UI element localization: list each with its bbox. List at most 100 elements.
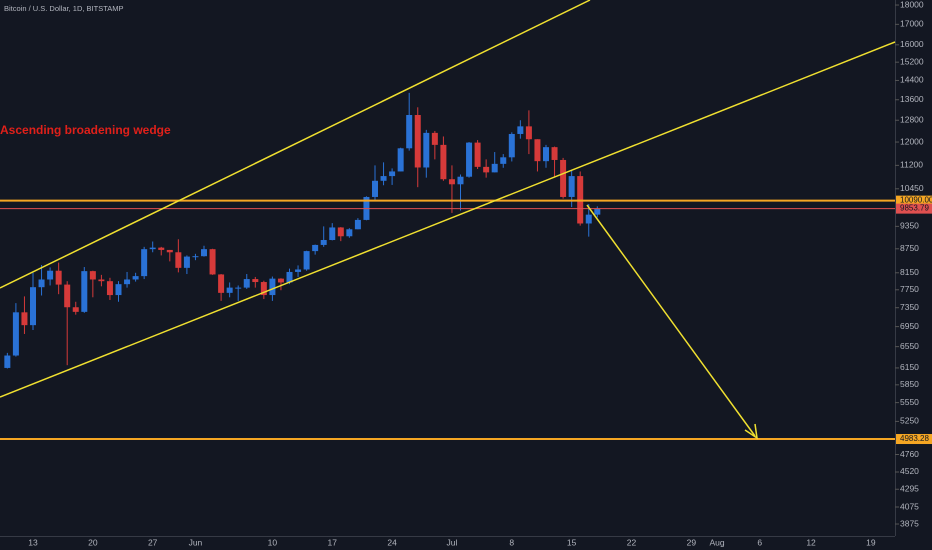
candle-body: [491, 163, 498, 173]
y-tick-label: 7750: [900, 284, 919, 294]
candle-body: [243, 279, 250, 288]
price-label: 4983.28: [900, 434, 929, 443]
candle-body: [21, 312, 28, 326]
candle-body: [269, 278, 276, 296]
forecast-arrow: [586, 204, 756, 437]
candle-body: [448, 179, 455, 185]
candle-body: [55, 270, 62, 285]
y-tick-label: 5550: [900, 397, 919, 407]
candle-body: [380, 176, 387, 181]
candle-body: [260, 282, 267, 296]
candle-body: [431, 132, 438, 145]
x-tick-label: Jul: [447, 537, 458, 547]
x-tick-label: 20: [88, 537, 98, 547]
x-tick-label: 6: [757, 537, 762, 547]
x-tick-label: 8: [509, 537, 514, 547]
candle-body: [406, 114, 413, 149]
candle-body: [124, 279, 131, 285]
trend-line: [0, 0, 591, 289]
x-tick-label: 29: [687, 537, 697, 547]
candle-body: [209, 249, 216, 275]
y-tick-label: 10450: [900, 183, 924, 193]
y-tick-label: 3875: [900, 518, 919, 528]
y-tick-label: 8150: [900, 267, 919, 277]
y-tick-label: 12000: [900, 136, 924, 146]
y-tick-label: 7350: [900, 302, 919, 312]
candle-body: [568, 176, 575, 197]
y-tick-label: 6950: [900, 321, 919, 331]
y-tick-label: 12800: [900, 114, 924, 124]
x-tick-label: Aug: [709, 537, 724, 547]
y-tick-label: 17000: [900, 19, 924, 29]
candle-body: [337, 227, 344, 237]
candle-body: [303, 251, 310, 270]
candle-body: [354, 219, 361, 230]
candle-body: [457, 176, 464, 185]
candle-body: [30, 287, 36, 326]
price-label: 10090.00: [900, 196, 932, 205]
candle-body: [389, 171, 396, 177]
candle-body: [466, 142, 473, 177]
y-tick-label: 4075: [900, 501, 919, 511]
y-tick-label: 5850: [900, 379, 919, 389]
y-tick-label: 8750: [900, 243, 919, 253]
candle-body: [508, 133, 515, 158]
x-tick-label: 15: [567, 537, 577, 547]
x-tick-label: 12: [806, 537, 816, 547]
candle-body: [132, 276, 139, 280]
y-tick-label: 15200: [900, 56, 924, 66]
x-tick-label: 13: [28, 537, 38, 547]
candle-body: [585, 214, 592, 224]
candle-body: [372, 180, 378, 197]
candle-body: [12, 312, 19, 356]
candle-body: [414, 114, 421, 168]
candle-body: [47, 270, 54, 280]
candle-body: [543, 147, 549, 162]
candle-body: [192, 256, 199, 258]
y-tick-label: 4520: [900, 466, 919, 476]
candle-body: [89, 271, 96, 280]
price-label-box: [896, 434, 932, 445]
candle-body: [235, 287, 242, 289]
x-tick-label: 17: [328, 537, 338, 547]
candle-body: [594, 208, 601, 215]
candle-body: [149, 247, 156, 250]
candle-body: [4, 355, 11, 368]
y-tick-label: 6550: [900, 341, 919, 351]
candle-body: [483, 166, 490, 173]
candle-body: [141, 249, 148, 277]
candle-body: [440, 144, 447, 180]
y-tick-label: 13600: [900, 94, 924, 104]
x-tick-label: 19: [866, 537, 876, 547]
candle-body: [517, 126, 524, 134]
y-tick-label: 14400: [900, 75, 924, 85]
x-tick-label: 22: [627, 537, 637, 547]
candle-body: [158, 247, 165, 250]
price-label-box: [896, 195, 932, 206]
candle-body: [320, 240, 327, 245]
x-tick-label: 10: [268, 537, 278, 547]
candle-body: [252, 279, 259, 283]
candle-body: [474, 142, 481, 167]
trend-line: [0, 41, 896, 398]
candle-body: [329, 227, 336, 241]
candle-body: [218, 274, 225, 293]
candle-body: [106, 281, 113, 296]
y-tick-label: 18000: [900, 0, 924, 9]
x-tick-label: Jun: [189, 537, 203, 547]
price-label: 9853.79: [900, 204, 929, 213]
annotation: Ascending broadening wedge: [0, 123, 171, 137]
y-tick-label: 6150: [900, 362, 919, 372]
candle-body: [534, 139, 541, 162]
candle-body: [226, 287, 233, 293]
candle-body: [525, 126, 532, 140]
price-label-box: [896, 203, 932, 214]
candle-body: [423, 132, 430, 168]
candle-body: [397, 148, 404, 172]
chart-title: Bitcoin / U.S. Dollar, 1D, BITSTAMP: [4, 4, 123, 13]
y-tick-label: 5250: [900, 416, 919, 426]
x-tick-label: 24: [387, 537, 397, 547]
arrow-head: [744, 423, 758, 440]
candle-body: [72, 307, 79, 312]
